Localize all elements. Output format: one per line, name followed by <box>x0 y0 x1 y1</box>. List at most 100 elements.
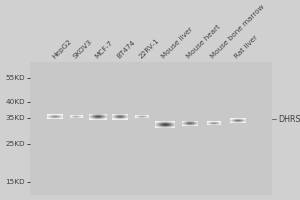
Bar <box>89 114 90 115</box>
Bar <box>189 122 190 123</box>
Bar <box>235 118 236 119</box>
Bar <box>115 116 116 117</box>
Bar <box>138 116 139 117</box>
Bar <box>230 121 231 122</box>
Bar <box>184 124 185 125</box>
Bar <box>141 117 142 118</box>
Bar <box>245 118 246 119</box>
Bar <box>94 114 95 115</box>
Bar <box>161 125 162 126</box>
Bar <box>243 119 244 120</box>
Bar <box>164 127 165 128</box>
Bar <box>102 118 103 119</box>
Bar <box>90 116 91 117</box>
Bar <box>196 123 197 124</box>
Bar <box>164 126 165 127</box>
Bar <box>145 117 146 118</box>
Bar <box>76 116 77 117</box>
Bar <box>213 124 214 125</box>
Bar <box>190 125 191 126</box>
Bar <box>102 115 103 116</box>
Bar <box>135 116 136 117</box>
Bar <box>48 115 49 116</box>
Bar <box>143 116 144 117</box>
Bar <box>78 116 79 117</box>
Bar <box>58 117 59 118</box>
Bar <box>210 124 211 125</box>
Bar <box>188 123 189 124</box>
Bar <box>123 117 124 118</box>
Bar <box>122 118 123 119</box>
Bar <box>99 115 100 116</box>
Bar <box>105 114 106 115</box>
Bar <box>74 116 75 117</box>
Bar <box>140 116 141 117</box>
Bar <box>116 117 117 118</box>
Bar <box>239 118 240 119</box>
Bar <box>96 117 97 118</box>
Bar <box>165 122 166 123</box>
Bar <box>240 118 241 119</box>
Bar <box>161 122 162 123</box>
Bar <box>98 116 99 117</box>
Bar <box>121 114 122 115</box>
Bar <box>103 118 104 119</box>
Bar <box>76 116 77 117</box>
Bar <box>158 126 159 127</box>
Bar <box>244 121 245 122</box>
Bar <box>234 121 235 122</box>
Bar <box>235 122 236 123</box>
Bar <box>237 122 238 123</box>
Bar <box>106 114 107 115</box>
Bar <box>160 126 161 127</box>
Bar <box>159 123 160 124</box>
Bar <box>159 126 160 127</box>
Bar <box>94 116 95 117</box>
Bar <box>161 121 162 122</box>
Bar <box>170 122 171 123</box>
Bar <box>237 121 238 122</box>
Bar <box>103 114 104 115</box>
Bar <box>237 121 238 122</box>
Bar <box>239 122 240 123</box>
Bar <box>183 125 184 126</box>
Bar <box>127 117 128 118</box>
Bar <box>243 122 244 123</box>
Bar <box>196 125 197 126</box>
Bar <box>208 124 209 125</box>
Bar <box>54 117 55 118</box>
Bar <box>77 117 78 118</box>
Bar <box>80 115 81 116</box>
Bar <box>136 115 137 116</box>
Bar <box>76 115 77 116</box>
Bar <box>99 115 100 116</box>
Bar <box>120 117 121 118</box>
Bar <box>238 120 239 121</box>
Bar <box>241 119 242 120</box>
Bar <box>234 119 235 120</box>
Bar <box>117 118 118 119</box>
Bar <box>51 115 52 116</box>
Bar <box>77 116 78 117</box>
Bar <box>148 115 149 116</box>
Bar <box>77 117 78 118</box>
Bar <box>120 116 121 117</box>
Bar <box>160 123 161 124</box>
Bar <box>95 119 96 120</box>
Bar <box>143 117 144 118</box>
Text: HepG2: HepG2 <box>51 38 73 60</box>
Bar <box>170 125 171 126</box>
Bar <box>190 121 191 122</box>
Bar <box>218 124 219 125</box>
Bar <box>170 127 171 128</box>
Bar <box>216 121 217 122</box>
Bar <box>196 125 197 126</box>
Bar <box>155 126 156 127</box>
Bar <box>210 121 211 122</box>
Bar <box>167 125 168 126</box>
Bar <box>232 118 233 119</box>
Bar <box>81 116 82 117</box>
Bar <box>49 117 50 118</box>
Bar <box>120 114 121 115</box>
Bar <box>159 125 160 126</box>
